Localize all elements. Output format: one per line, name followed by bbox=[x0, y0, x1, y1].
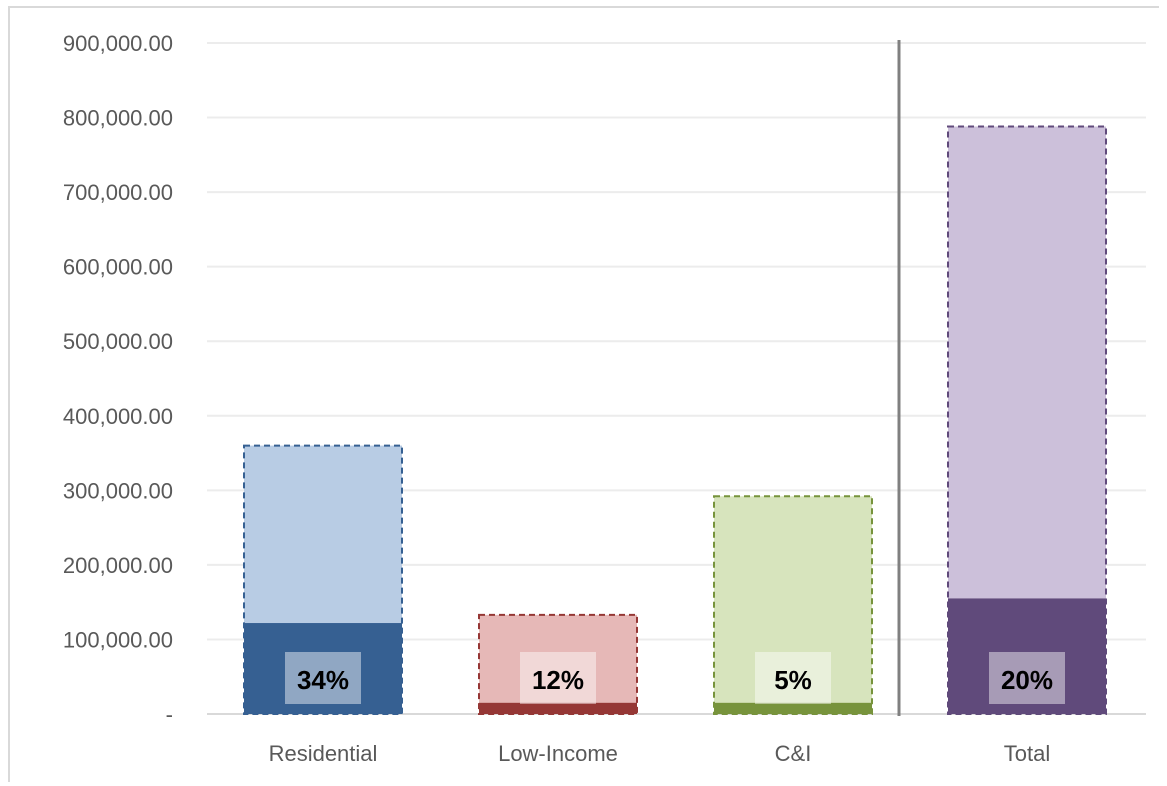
y-tick-label: 600,000.00 bbox=[63, 255, 173, 280]
data-label: 5% bbox=[774, 665, 812, 695]
x-tick-label: Total bbox=[1004, 741, 1050, 766]
y-tick-label: 400,000.00 bbox=[63, 404, 173, 429]
data-label: 20% bbox=[1001, 665, 1053, 695]
y-tick-label: 300,000.00 bbox=[63, 478, 173, 503]
bar-achieved-3 bbox=[948, 598, 1106, 714]
data-label-box bbox=[989, 652, 1065, 704]
data-label: 12% bbox=[532, 665, 584, 695]
data-label-box bbox=[520, 652, 596, 704]
bar-achieved-1 bbox=[479, 702, 637, 714]
bar-potential-1 bbox=[478, 613, 638, 716]
bar-achieved-2 bbox=[714, 702, 872, 714]
y-tick-label: 900,000.00 bbox=[63, 31, 173, 56]
chart-frame bbox=[8, 6, 1159, 782]
y-tick-label: 200,000.00 bbox=[63, 553, 173, 578]
y-tick-label: 100,000.00 bbox=[63, 627, 173, 652]
y-tick-label: 800,000.00 bbox=[63, 106, 173, 131]
y-tick-label: 500,000.00 bbox=[63, 329, 173, 354]
data-label-box bbox=[755, 652, 831, 704]
y-tick-label: 700,000.00 bbox=[63, 180, 173, 205]
x-tick-label: Residential bbox=[269, 741, 378, 766]
x-tick-label: C&I bbox=[775, 741, 812, 766]
data-label-box bbox=[285, 652, 361, 704]
y-tick-label: - bbox=[166, 702, 173, 727]
bar-achieved-0 bbox=[244, 623, 402, 714]
x-tick-label: Low-Income bbox=[498, 741, 618, 766]
data-label: 34% bbox=[297, 665, 349, 695]
